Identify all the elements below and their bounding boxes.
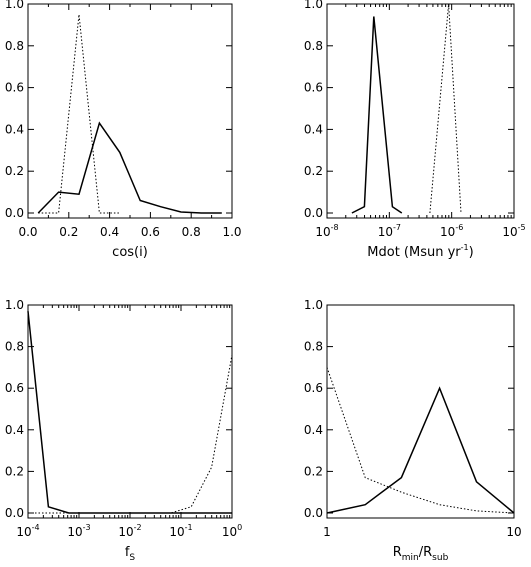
x-tick-label: 10-6 (440, 223, 463, 239)
series-line-dotted (38, 14, 120, 214)
x-tick-label: 10-4 (16, 523, 39, 539)
y-tick-label: 0.6 (304, 81, 323, 95)
y-tick-label: 0.4 (304, 122, 323, 136)
y-tick-label: 0.0 (5, 506, 24, 520)
y-tick-label: 1.0 (5, 0, 24, 11)
chart-panel-2: 0.0 0.2 0.4 0.6 0.8 1.0 10-8 10-7 10-6 10-5 Mdot (… (304, 0, 526, 260)
series-line-solid (37, 121, 222, 214)
y-tick-label: 1.0 (304, 298, 323, 312)
y-tick-label: 0.0 (304, 206, 323, 220)
x-tick-label: 0.8 (182, 225, 201, 239)
y-tick-label: 0.4 (5, 122, 24, 136)
series-line-dotted (28, 354, 233, 514)
x-tick-label: 10-7 (378, 223, 401, 239)
y-tick-label: 0.0 (304, 506, 323, 520)
y-tick-label: 0.8 (304, 39, 323, 53)
plot-frame (326, 3, 515, 219)
x-tick-label: 0.6 (141, 225, 160, 239)
x-axis-label: Rmin/Rsub (393, 545, 449, 563)
y-tick-label: 0.4 (304, 423, 323, 437)
x-axis-label: fS (125, 545, 136, 563)
series-line-dotted (326, 367, 515, 514)
y-tick-label: 0.2 (304, 164, 323, 178)
y-tick-label: 0.8 (304, 340, 323, 354)
chart-panel-1: 0.0 0.2 0.4 0.6 0.8 1.0 0.0 0.2 0.4 0.6 0.8 1.0 cos(… (5, 0, 242, 260)
y-tick-label: 1.0 (304, 0, 323, 11)
series-line-solid (27, 311, 232, 514)
x-axis-label: Mdot (Msun yr-1) (367, 243, 473, 260)
plot-frame (27, 3, 233, 219)
x-axis-label: cos(i) (112, 245, 148, 260)
x-tick-label: 1 (323, 525, 331, 539)
y-tick-label: 0.8 (5, 39, 24, 53)
y-tick-label: 0.2 (5, 464, 24, 478)
series-line-dotted (429, 3, 462, 214)
chart-panel-3: 0.0 0.2 0.4 0.6 0.8 1.0 10-4 10-3 10-2 10-1 100 fS (5, 298, 242, 563)
x-tick-label: 0.2 (59, 225, 78, 239)
y-tick-label: 0.6 (5, 81, 24, 95)
y-tick-label: 0.2 (5, 164, 24, 178)
x-tick-label: 10-5 (502, 223, 525, 239)
x-tick-label: 10-2 (118, 523, 141, 539)
y-tick-label: 0.8 (5, 340, 24, 354)
y-tick-label: 0.6 (5, 381, 24, 395)
x-tick-label: 10-1 (169, 523, 192, 539)
y-tick-label: 1.0 (5, 298, 24, 312)
x-tick-label: 10 (506, 525, 521, 539)
y-tick-label: 0.6 (304, 381, 323, 395)
x-tick-label: 10-3 (67, 523, 90, 539)
series-line-solid (326, 386, 515, 514)
y-tick-label: 0.2 (304, 464, 323, 478)
x-tick-label: 0.4 (100, 225, 119, 239)
series-line-solid (351, 16, 403, 214)
x-tick-label: 1.0 (222, 225, 241, 239)
y-tick-label: 0.0 (5, 206, 24, 220)
plot-frame (326, 304, 515, 519)
x-tick-label: 0.0 (18, 225, 37, 239)
x-tick-label: 100 (222, 523, 242, 539)
y-tick-label: 0.4 (5, 423, 24, 437)
plot-frame (27, 304, 233, 519)
chart-panel-4: 0.0 0.2 0.4 0.6 0.8 1.0 1 10 Rmin/Rsub (304, 298, 522, 563)
x-tick-label: 10-8 (315, 223, 338, 239)
